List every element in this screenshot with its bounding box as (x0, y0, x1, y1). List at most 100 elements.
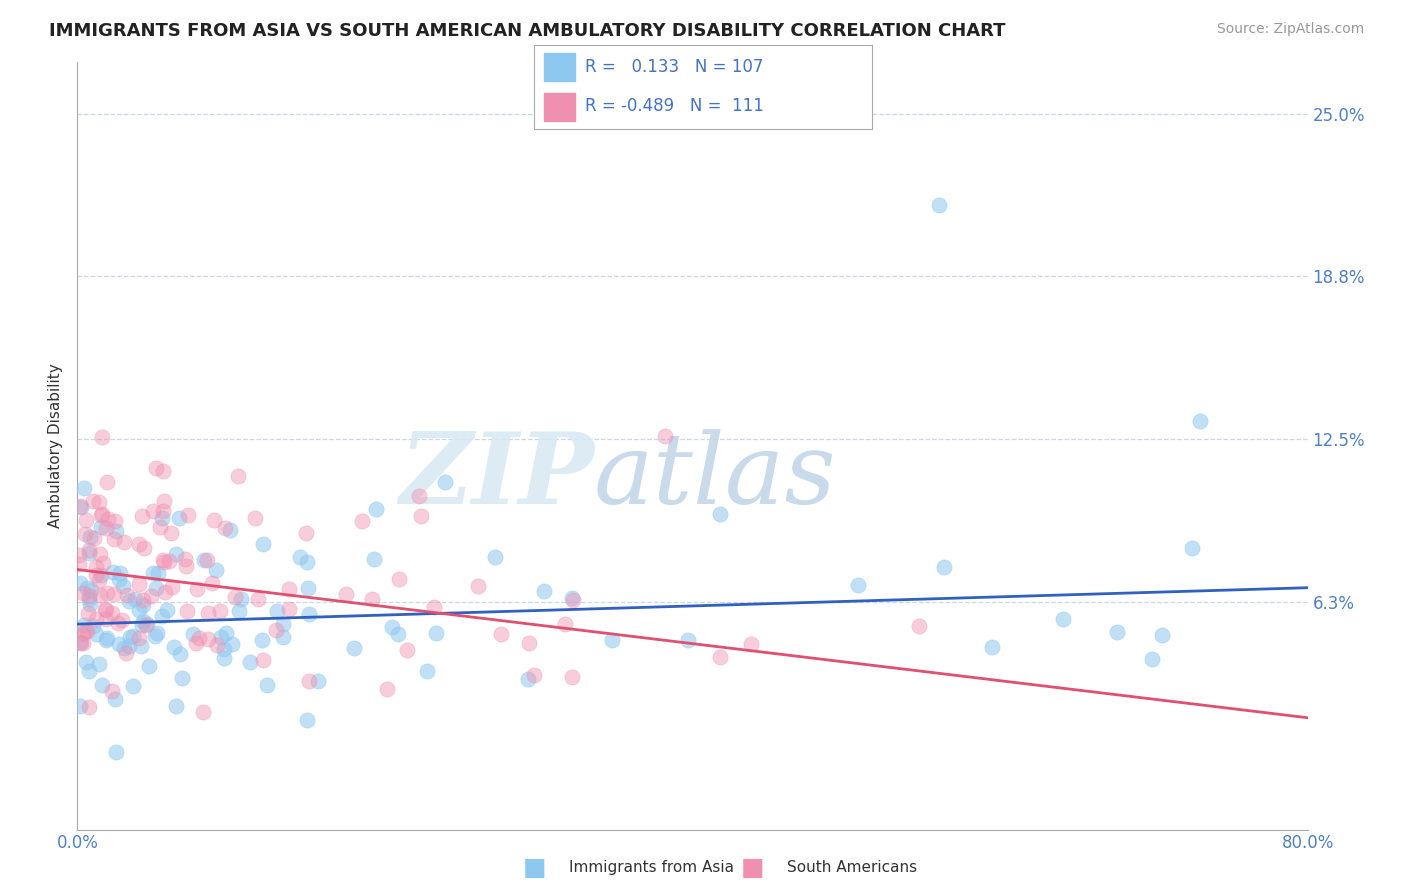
Point (425, 626, 447, 640)
Point (69, 575, 91, 590)
Point (517, 672, 540, 686)
Text: Immigrants from Asia: Immigrants from Asia (569, 861, 734, 875)
Point (277, 582, 299, 596)
Point (152, 553, 174, 567)
Point (89, 657, 111, 672)
Point (1107, 625, 1129, 640)
Point (907, 619, 929, 633)
Point (83, 532, 105, 546)
Point (107, 573, 129, 587)
Text: atlas: atlas (595, 429, 837, 524)
Point (122, 629, 145, 643)
Point (209, 630, 232, 644)
Point (165, 698, 187, 713)
Text: ■: ■ (523, 856, 546, 880)
Point (256, 678, 278, 692)
Point (77, 542, 100, 557)
Point (295, 713, 318, 727)
Point (79, 530, 101, 544)
Point (1188, 414, 1211, 428)
Point (928, 198, 950, 212)
Point (561, 593, 583, 607)
Point (146, 626, 169, 640)
Point (128, 631, 150, 645)
Point (484, 550, 506, 565)
Point (149, 520, 172, 534)
Point (226, 468, 249, 483)
Point (124, 592, 146, 607)
Point (388, 572, 411, 586)
Point (186, 582, 208, 597)
Point (101, 606, 124, 620)
Point (654, 429, 676, 443)
Point (75, 624, 97, 638)
Point (90, 678, 112, 692)
Point (169, 511, 191, 525)
Point (131, 508, 153, 523)
Point (433, 475, 456, 490)
Point (138, 659, 160, 673)
Point (84, 612, 107, 626)
Point (128, 537, 150, 551)
Point (84, 627, 107, 641)
Point (90, 508, 112, 522)
Point (184, 636, 207, 650)
Point (387, 627, 409, 641)
Point (200, 575, 222, 590)
Point (112, 535, 135, 549)
Point (554, 617, 576, 632)
Y-axis label: Ambulatory Disability: Ambulatory Disability (48, 364, 63, 528)
Point (205, 638, 228, 652)
Point (271, 630, 294, 644)
Point (295, 555, 318, 569)
Point (142, 504, 165, 518)
Point (115, 646, 138, 660)
Point (375, 682, 398, 697)
Text: R = -0.489   N =  111: R = -0.489 N = 111 (585, 97, 763, 115)
Point (105, 524, 128, 539)
Text: IMMIGRANTS FROM ASIA VS SOUTH AMERICAN AMBULATORY DISABILITY CORRELATION CHART: IMMIGRANTS FROM ASIA VS SOUTH AMERICAN A… (49, 22, 1005, 40)
Point (150, 608, 173, 623)
Point (980, 640, 1002, 654)
Point (143, 629, 166, 643)
Bar (544, 93, 575, 120)
Point (152, 464, 174, 478)
Point (848, 578, 870, 592)
Point (709, 649, 731, 664)
Point (131, 598, 153, 612)
Point (169, 648, 191, 662)
Point (214, 521, 236, 535)
Point (90, 429, 112, 443)
Point (156, 603, 179, 617)
Point (523, 668, 546, 682)
Point (96, 631, 118, 645)
Point (72, 627, 94, 641)
Point (197, 632, 219, 646)
Point (209, 604, 232, 618)
Point (229, 592, 252, 607)
Point (932, 560, 955, 574)
Point (111, 613, 134, 627)
Point (87, 573, 110, 587)
Point (112, 640, 135, 655)
Point (295, 525, 318, 540)
Point (423, 600, 446, 615)
Point (80, 583, 103, 598)
Point (343, 641, 366, 656)
Point (221, 638, 243, 652)
Text: ZIP: ZIP (399, 428, 595, 524)
Point (215, 626, 238, 640)
Point (172, 671, 194, 685)
Point (132, 593, 155, 607)
Point (252, 537, 274, 551)
Point (298, 674, 321, 689)
Point (84, 559, 107, 574)
Point (75, 527, 97, 541)
Point (105, 745, 128, 759)
Point (212, 650, 235, 665)
Point (264, 623, 287, 637)
Point (90, 508, 112, 522)
Point (96, 586, 118, 600)
Point (101, 565, 124, 579)
Point (224, 591, 246, 605)
